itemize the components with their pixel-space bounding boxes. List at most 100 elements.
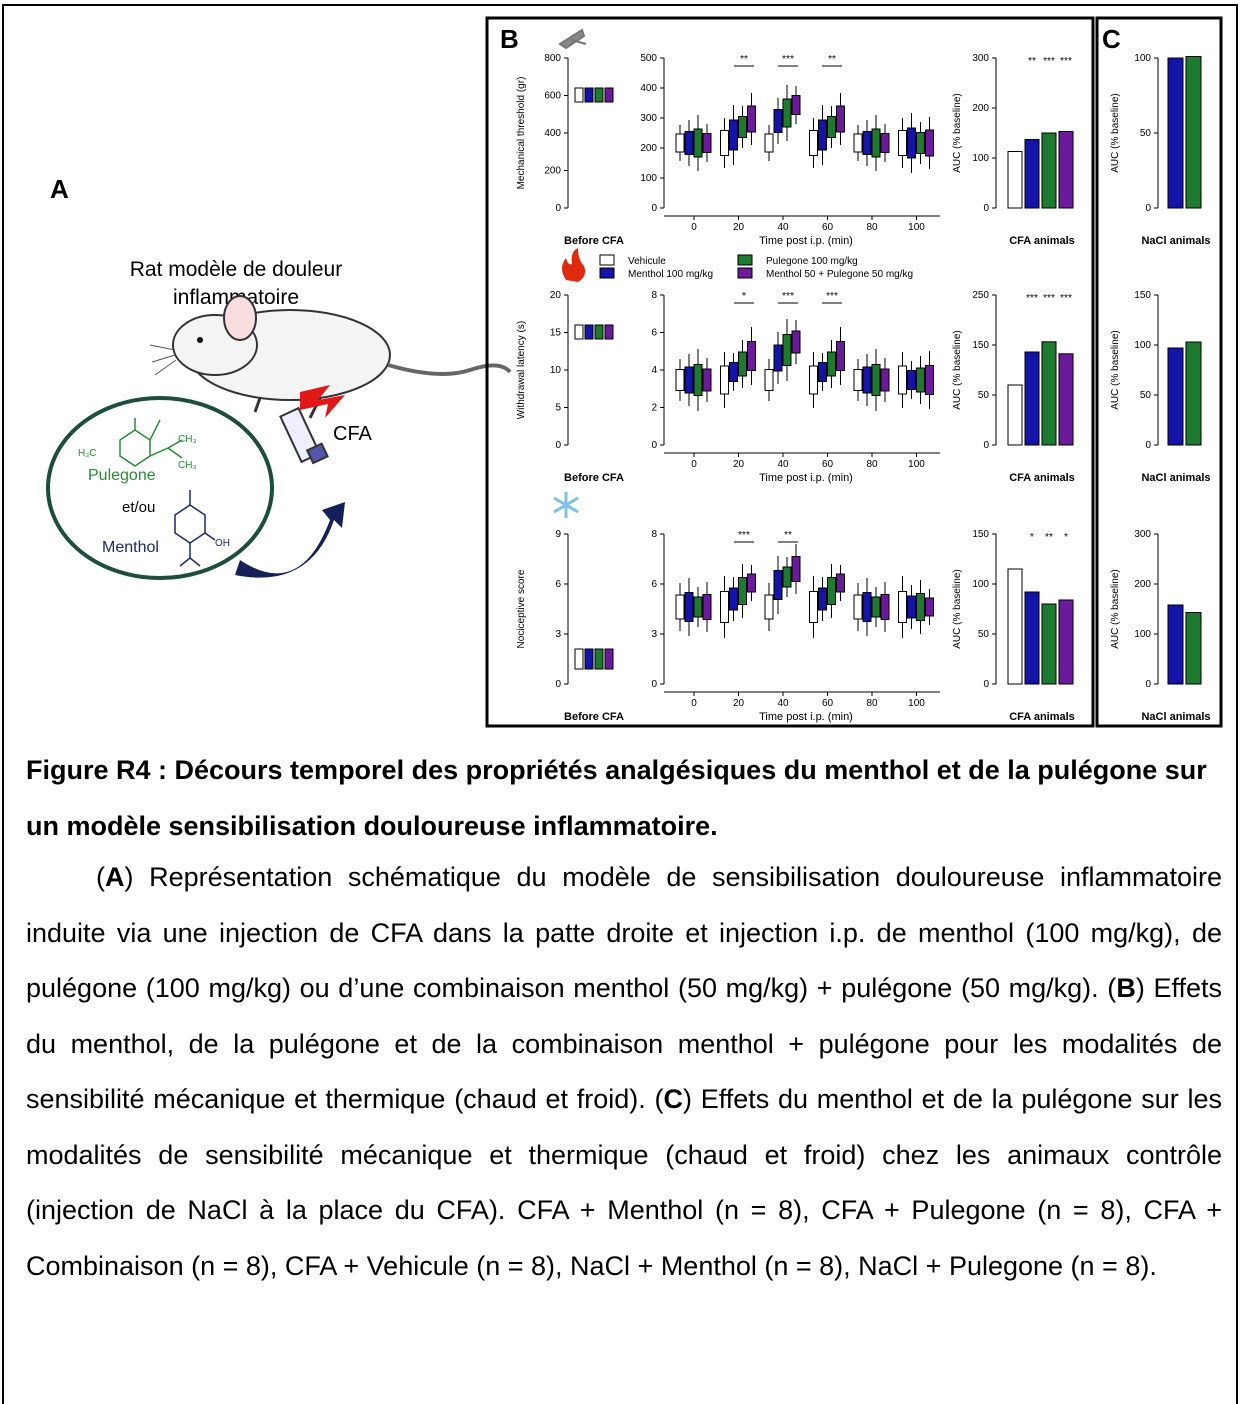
box-before: [594, 648, 604, 670]
time-axis-tick-label: 8: [651, 529, 657, 540]
caption-letter-b: B: [1116, 973, 1136, 1003]
c-y-label: AUC (% baseline): [1110, 330, 1121, 409]
box-time: [818, 362, 827, 382]
before-cfa-label: Before CFA: [564, 472, 624, 484]
cfa-label: CFA: [333, 423, 373, 445]
time-x-tick-label: 40: [777, 459, 789, 470]
time-axis-tick-label: 6: [651, 328, 657, 339]
before-axis-tick-label: 20: [550, 290, 562, 301]
caption-letter-a: A: [105, 862, 125, 892]
caption-text-c: ) Effets du menthol et de la pulégone su…: [26, 1084, 1222, 1281]
c-bar: [1167, 347, 1184, 446]
c-bar: [1185, 56, 1202, 209]
box-time: [720, 365, 729, 395]
sig-star: **: [784, 530, 792, 541]
box-time: [747, 573, 756, 593]
sig-star: *: [742, 291, 746, 302]
auc-bar: [1007, 384, 1023, 446]
time-x-label: Time post i.p. (min): [759, 711, 853, 723]
time-axis-tick-label: 4: [651, 365, 657, 376]
legend: Vehicule Menthol 100 mg/kg Pulegone 100 …: [599, 254, 913, 280]
time-x-tick-label: 60: [822, 698, 834, 709]
auc-sig-star: *: [1030, 532, 1034, 543]
box-time: [827, 351, 836, 377]
box-time: [853, 594, 863, 620]
before-axis-tick-label: 0: [555, 440, 561, 451]
auc-bar: [1041, 603, 1057, 685]
auc-axis-tick-label: 300: [972, 53, 989, 64]
auc-bar: [1024, 351, 1040, 446]
before-axis-tick-label: 400: [544, 128, 561, 139]
box-time: [862, 366, 872, 394]
box-time: [907, 370, 916, 390]
sig-star: ***: [782, 291, 794, 302]
time-x-tick-label: 0: [691, 698, 697, 709]
time-axis-tick-label: 200: [640, 143, 657, 154]
menthol-label: Menthol: [102, 539, 159, 556]
auc-bar: [1058, 599, 1074, 685]
auc-axis-tick-label: 50: [978, 629, 990, 640]
auc-axis-tick-label: 0: [983, 203, 989, 214]
auc-y-label: AUC (% baseline): [952, 93, 963, 172]
time-axis-tick-label: 0: [651, 440, 657, 451]
auc-bar: [1024, 591, 1040, 685]
box-time: [720, 130, 729, 156]
legend-label-combination: Menthol 50 + Pulegone 50 mg/kg: [766, 269, 913, 280]
box-before: [584, 324, 594, 340]
box-before: [574, 648, 584, 670]
sig-star: ***: [782, 54, 794, 65]
box-time: [871, 364, 881, 396]
box-time: [898, 365, 907, 395]
box-before: [604, 648, 614, 670]
box-time: [693, 364, 703, 396]
lightning-icon: [300, 385, 345, 418]
box-time: [862, 131, 872, 155]
box-before: [594, 324, 604, 340]
c-bar: [1185, 612, 1202, 685]
before-axis-tick-label: 200: [544, 166, 561, 177]
auc-bar: [1058, 353, 1074, 446]
box-before: [604, 324, 614, 340]
box-time: [693, 128, 703, 158]
auc-sig-star: ***: [1043, 293, 1055, 304]
box-time: [880, 368, 890, 392]
box-time: [675, 133, 685, 153]
panel-a: A Rat modèle de douleur inflammatoire CF…: [46, 174, 512, 580]
legend-label-vehicule: Vehicule: [628, 256, 666, 267]
auc-sig-star: ***: [1026, 293, 1038, 304]
time-axis-tick-label: 100: [640, 173, 657, 184]
before-axis-tick-label: 6: [555, 579, 561, 590]
box-time: [827, 577, 836, 605]
c-axis-tick-label: 100: [1134, 340, 1151, 351]
y-axis-label: Mechanical threshold (gr): [516, 77, 527, 190]
chem-ch3-b: CH₃: [178, 460, 197, 471]
conjunction-label: et/ou: [122, 499, 155, 516]
time-x-tick-label: 40: [777, 222, 789, 233]
box-time: [925, 597, 934, 617]
box-time: [782, 566, 792, 588]
box-time: [809, 365, 818, 395]
box-before: [604, 87, 614, 103]
box-time: [675, 369, 685, 391]
panel-b-frame: [485, 16, 1095, 728]
snowflake-icon: [553, 492, 579, 518]
c-axis-tick-label: 300: [1134, 529, 1151, 540]
legend-label-pulegone: Pulegone 100 mg/kg: [766, 256, 858, 267]
time-axis-tick-label: 8: [651, 290, 657, 301]
auc-bar: [1024, 139, 1040, 209]
c-axis-tick-label: 0: [1145, 679, 1151, 690]
box-time: [862, 592, 872, 622]
box-time: [729, 119, 738, 151]
box-time: [773, 109, 783, 133]
sig-star: ***: [826, 291, 838, 302]
before-axis-tick-label: 0: [555, 203, 561, 214]
box-time: [809, 591, 818, 623]
c-axis-tick-label: 0: [1145, 203, 1151, 214]
box-time: [818, 587, 827, 611]
panel-b-letter: B: [500, 24, 519, 54]
time-x-tick-label: 60: [822, 222, 834, 233]
caption-text-b: ) Effets du menthol, de la pulégone et d…: [26, 973, 1222, 1114]
panel-a-letter: A: [50, 174, 69, 204]
time-x-tick-label: 20: [733, 459, 745, 470]
